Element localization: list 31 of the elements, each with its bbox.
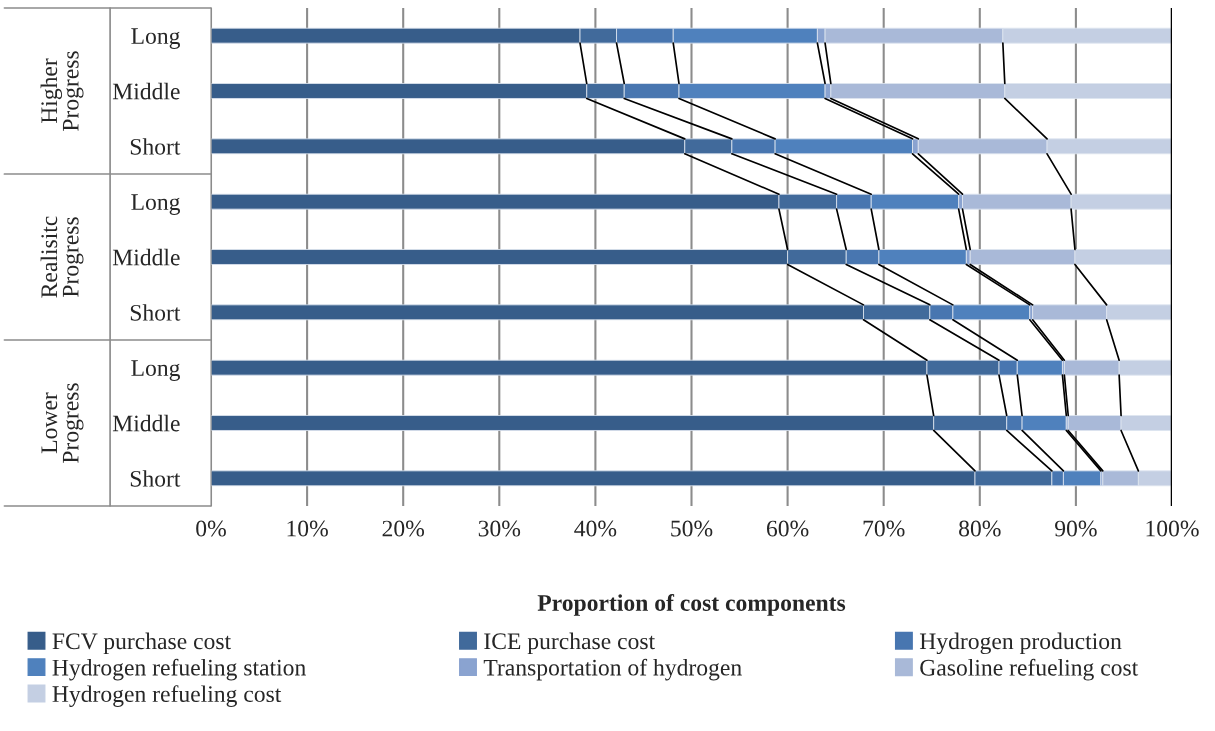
text: Higher Progress	[40, 51, 84, 131]
y-tick-label: Middle	[112, 414, 180, 432]
y-tick-label: Short	[130, 304, 181, 321]
y-tick-label: Long	[131, 360, 180, 381]
legend-label: Transportation of hydrogen	[483, 658, 742, 681]
x-tick-label: 60%	[766, 520, 809, 537]
x-tick-label: 40%	[574, 520, 617, 537]
legend-label: FCV purchase cost	[52, 632, 231, 655]
y-tick-label: Short	[130, 470, 181, 487]
y-tick-label: Long	[131, 28, 180, 49]
text: Lower Progress	[41, 383, 84, 463]
x-tick-label: 0%	[196, 520, 226, 537]
x-axis-title: Proportion of cost components	[537, 594, 846, 616]
x-tick-label: 90%	[1055, 520, 1097, 537]
legend-label: Hydrogen production	[919, 632, 1122, 655]
y-tick-label: Short	[130, 138, 181, 155]
legend-label: Hydrogen refueling station	[52, 658, 306, 681]
y-tick-label: Middle	[112, 248, 180, 266]
legend-label: Hydrogen refueling cost	[52, 685, 282, 707]
legend-label: ICE purchase cost	[484, 632, 655, 655]
x-tick-label: 100%	[1146, 520, 1199, 537]
x-tick-label: 80%	[959, 520, 1001, 537]
x-tick-label: 70%	[863, 520, 905, 537]
y-tick-label: Middle	[112, 82, 180, 100]
legend-label: Gasoline refueling cost	[920, 658, 1139, 681]
x-tick-label: 30%	[478, 520, 521, 537]
x-tick-label: 20%	[382, 520, 425, 537]
x-tick-label: 10%	[287, 520, 328, 537]
x-tick-label: 50%	[671, 520, 713, 537]
y-tick-label: Long	[131, 194, 180, 215]
text: Realisitc Progress	[40, 216, 84, 298]
